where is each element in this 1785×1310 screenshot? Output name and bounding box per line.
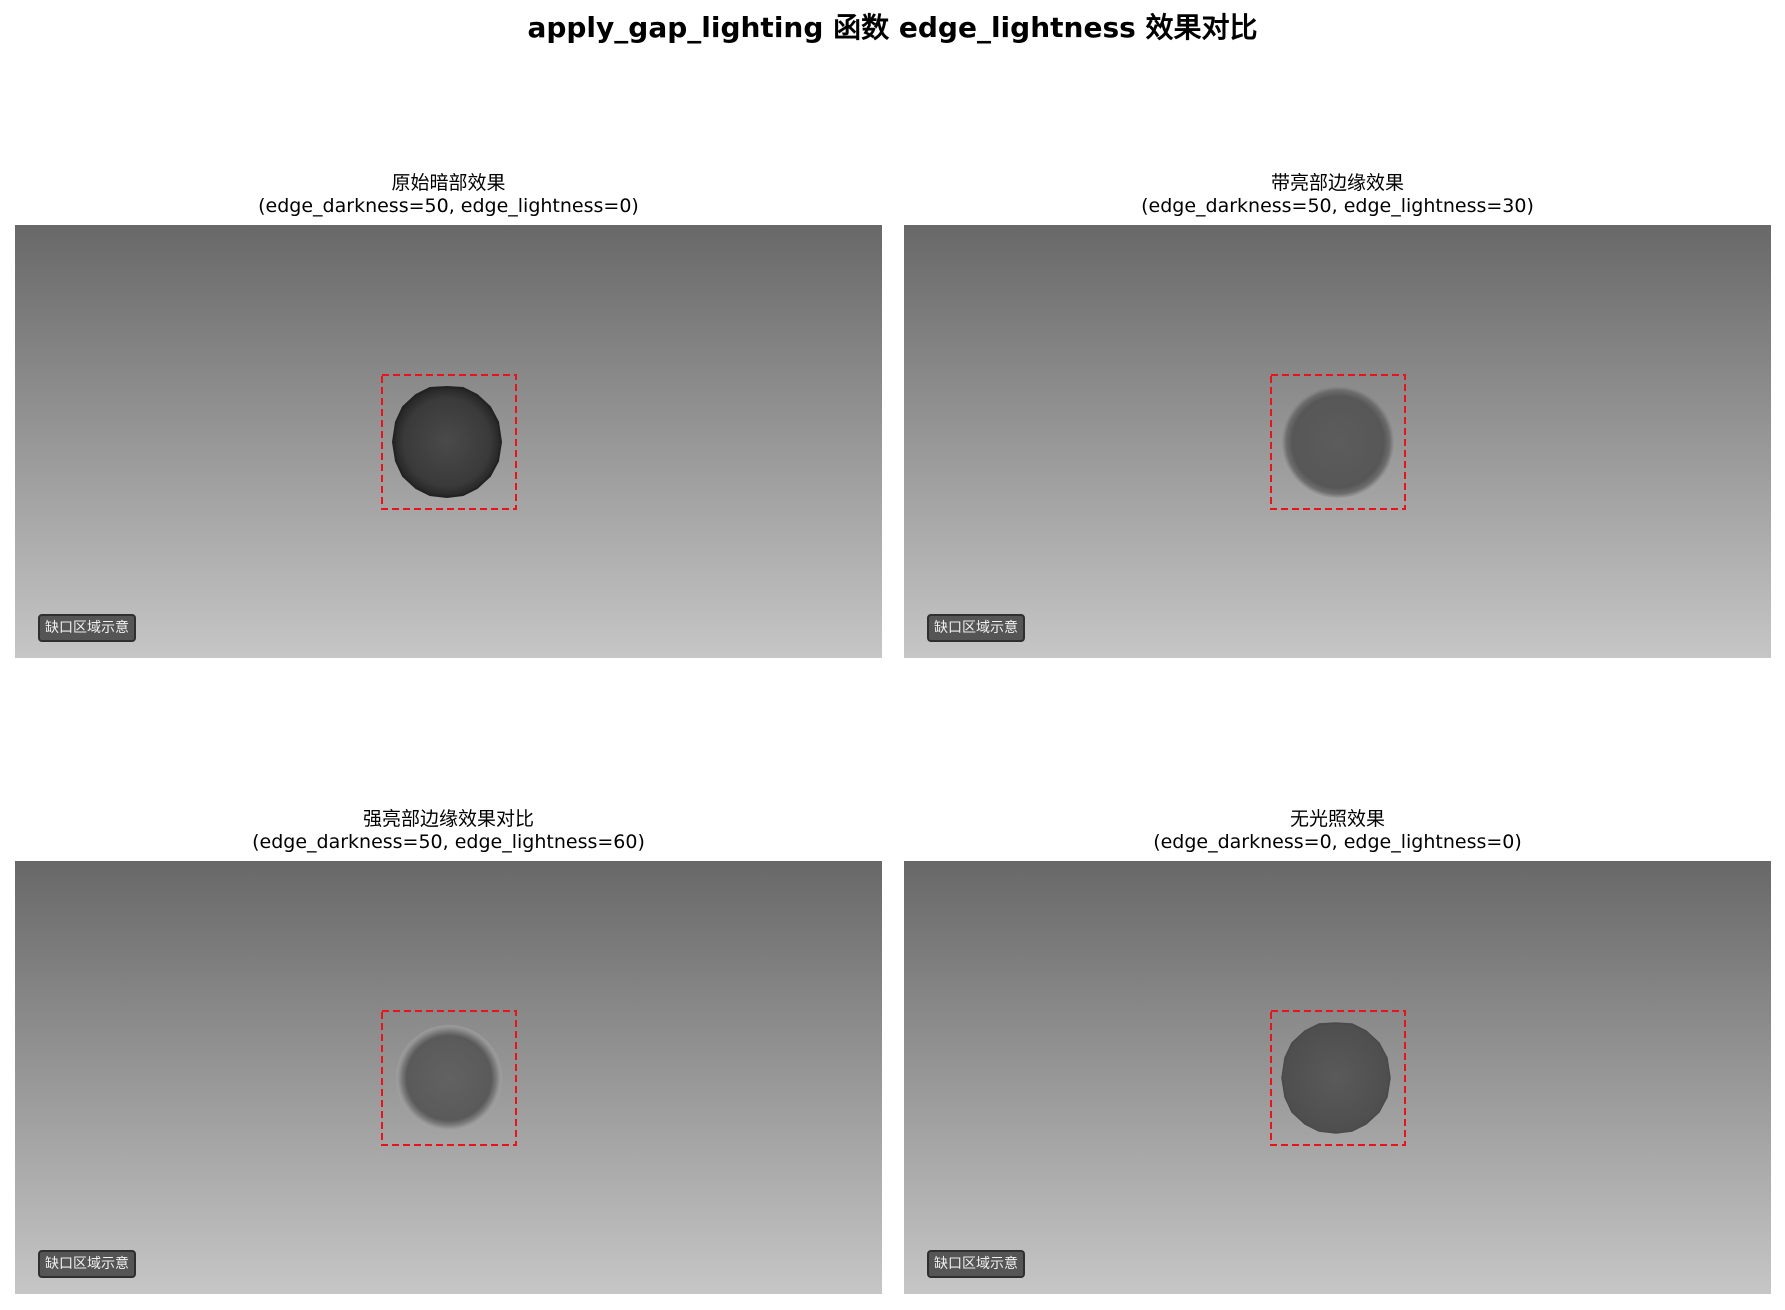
panel-title: 原始暗部效果 bbox=[15, 172, 882, 195]
panel-image: 缺口区域示意 bbox=[15, 225, 882, 658]
panel-title: 无光照效果 bbox=[904, 808, 1771, 831]
panel-image: 缺口区域示意 bbox=[15, 861, 882, 1294]
gap-region-badge: 缺口区域示意 bbox=[38, 614, 136, 642]
panel-dark-edge: 原始暗部效果 (edge_darkness=50, edge_lightness… bbox=[15, 172, 882, 218]
panel-subtitle: (edge_darkness=50, edge_lightness=30) bbox=[904, 195, 1771, 218]
gap-hole bbox=[1282, 386, 1394, 498]
panel-no-lighting: 无光照效果 (edge_darkness=0, edge_lightness=0… bbox=[904, 808, 1771, 854]
panel-subtitle: (edge_darkness=0, edge_lightness=0) bbox=[904, 831, 1771, 854]
panel-subtitle: (edge_darkness=50, edge_lightness=60) bbox=[15, 831, 882, 854]
gap-hole bbox=[1282, 1023, 1390, 1133]
panel-image: 缺口区域示意 bbox=[904, 225, 1771, 658]
gap-hole bbox=[396, 1025, 502, 1131]
panel-subtitle: (edge_darkness=50, edge_lightness=0) bbox=[15, 195, 882, 218]
panel-strong-light-edge: 强亮部边缘效果对比 (edge_darkness=50, edge_lightn… bbox=[15, 808, 882, 854]
panel-title: 强亮部边缘效果对比 bbox=[15, 808, 882, 831]
figure-title: apply_gap_lighting 函数 edge_lightness 效果对… bbox=[0, 8, 1785, 48]
gap-region-badge: 缺口区域示意 bbox=[927, 1250, 1025, 1278]
gap-region-badge: 缺口区域示意 bbox=[927, 614, 1025, 642]
gap-hole bbox=[393, 387, 501, 497]
panel-soft-light-edge: 带亮部边缘效果 (edge_darkness=50, edge_lightnes… bbox=[904, 172, 1771, 218]
panel-image: 缺口区域示意 bbox=[904, 861, 1771, 1294]
gap-region-badge: 缺口区域示意 bbox=[38, 1250, 136, 1278]
panel-title: 带亮部边缘效果 bbox=[904, 172, 1771, 195]
